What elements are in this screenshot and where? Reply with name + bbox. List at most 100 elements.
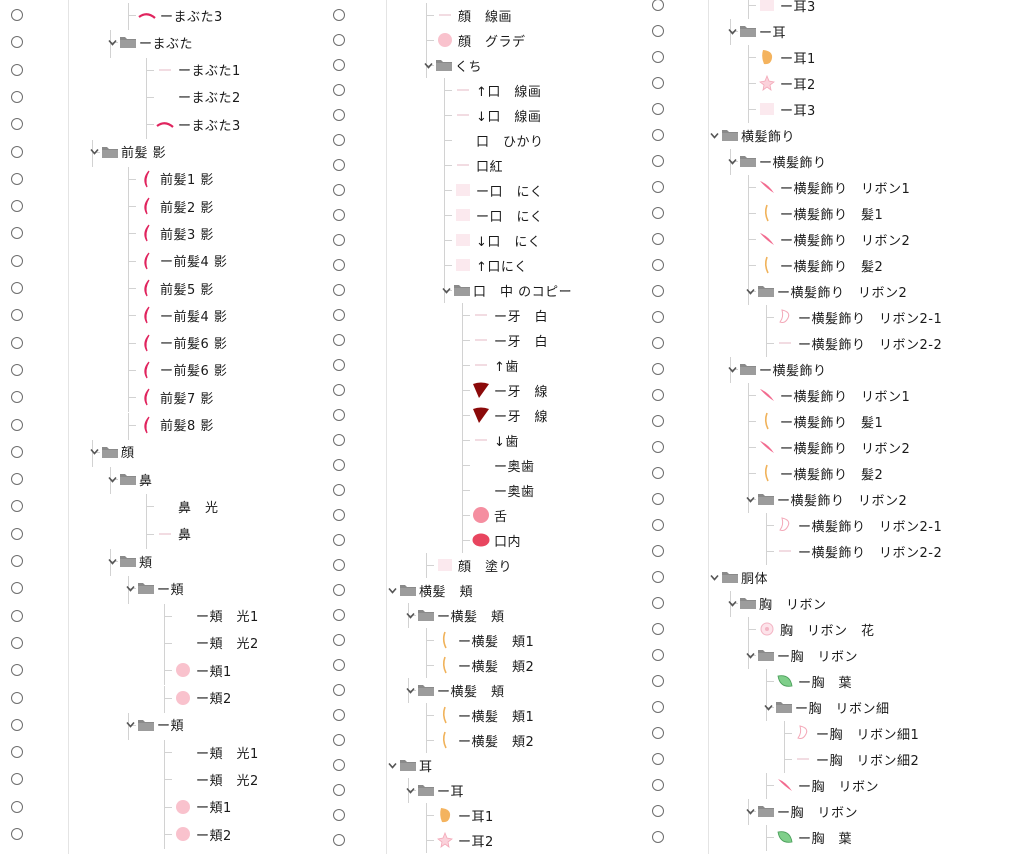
layer-visibility-toggle[interactable] bbox=[652, 389, 664, 401]
layer-visibility-toggle[interactable] bbox=[333, 834, 345, 846]
layer-item[interactable]: ー胸 リボン細1 bbox=[794, 721, 919, 745]
layer-visibility-toggle[interactable] bbox=[333, 259, 345, 271]
layer-item[interactable]: 顔 線画 bbox=[436, 3, 512, 27]
layer-visibility-toggle[interactable] bbox=[333, 709, 345, 721]
layer-item[interactable]: ー横髪 頬2 bbox=[436, 653, 534, 677]
layer-item[interactable]: 口紅 bbox=[454, 153, 503, 177]
layer-visibility-toggle[interactable] bbox=[333, 134, 345, 146]
layer-visibility-toggle[interactable] bbox=[11, 36, 23, 49]
layer-item[interactable]: ー耳2 bbox=[436, 828, 494, 852]
layer-visibility-toggle[interactable] bbox=[11, 718, 23, 731]
layer-visibility-toggle[interactable] bbox=[333, 559, 345, 571]
layer-visibility-toggle[interactable] bbox=[652, 597, 664, 609]
layer-folder[interactable]: ー胸 リボン bbox=[746, 643, 858, 667]
layer-item[interactable]: ーまぶた3 bbox=[156, 112, 241, 136]
chevron-down-icon[interactable] bbox=[126, 584, 135, 593]
layer-visibility-toggle[interactable] bbox=[652, 649, 664, 661]
layer-visibility-toggle[interactable] bbox=[652, 727, 664, 739]
layer-folder[interactable]: くち bbox=[424, 53, 482, 77]
chevron-down-icon[interactable] bbox=[710, 131, 719, 140]
chevron-down-icon[interactable] bbox=[728, 365, 737, 374]
layer-item[interactable]: ↑口にく bbox=[454, 253, 528, 277]
layer-item[interactable]: ー横髪飾り リボン2-1 bbox=[776, 513, 942, 537]
layer-item[interactable]: 前髪5 影 bbox=[138, 276, 214, 300]
layer-item[interactable]: 口内 bbox=[472, 528, 521, 552]
layer-visibility-toggle[interactable] bbox=[333, 584, 345, 596]
layer-folder[interactable]: 口 中 のコピー bbox=[442, 278, 572, 302]
layer-item[interactable]: ー胸 葉 bbox=[776, 669, 852, 693]
layer-item[interactable]: 顔 グラデ bbox=[436, 28, 526, 52]
chevron-down-icon[interactable] bbox=[728, 157, 737, 166]
layer-visibility-toggle[interactable] bbox=[652, 831, 664, 843]
layer-item[interactable]: 前髪1 影 bbox=[138, 167, 214, 191]
layer-visibility-toggle[interactable] bbox=[333, 659, 345, 671]
layer-item[interactable]: ー耳2 bbox=[758, 71, 816, 95]
layer-item[interactable]: 胸 リボン 花 bbox=[758, 617, 875, 641]
layer-visibility-toggle[interactable] bbox=[333, 534, 345, 546]
layer-visibility-toggle[interactable] bbox=[652, 77, 664, 89]
chevron-down-icon[interactable] bbox=[424, 61, 433, 70]
layer-visibility-toggle[interactable] bbox=[652, 571, 664, 583]
layer-visibility-toggle[interactable] bbox=[652, 441, 664, 453]
layer-item[interactable]: ー頬 光2 bbox=[174, 631, 259, 655]
layer-item[interactable]: ー横髪飾り リボン2-2 bbox=[776, 539, 942, 563]
layer-visibility-toggle[interactable] bbox=[652, 155, 664, 167]
layer-visibility-toggle[interactable] bbox=[11, 555, 23, 567]
layer-item[interactable]: ー牙 線 bbox=[472, 378, 548, 402]
layer-visibility-toggle[interactable] bbox=[652, 623, 664, 635]
layer-folder[interactable]: 横髪 頬 bbox=[388, 578, 473, 602]
layer-visibility-toggle[interactable] bbox=[11, 418, 23, 431]
layer-visibility-toggle[interactable] bbox=[333, 459, 345, 471]
layer-visibility-toggle[interactable] bbox=[652, 779, 664, 791]
layer-visibility-toggle[interactable] bbox=[333, 384, 345, 396]
chevron-down-icon[interactable] bbox=[126, 720, 135, 729]
layer-item[interactable]: ー横髪飾り リボン2-1 bbox=[776, 305, 942, 329]
layer-folder[interactable]: ー横髪飾り bbox=[728, 357, 827, 381]
layer-item[interactable]: ー横髪飾り リボン1 bbox=[758, 383, 910, 407]
layer-visibility-toggle[interactable] bbox=[11, 172, 23, 185]
layer-item[interactable]: ↑口 線画 bbox=[454, 78, 541, 102]
layer-visibility-toggle[interactable] bbox=[652, 285, 664, 297]
layer-visibility-toggle[interactable] bbox=[11, 227, 23, 240]
layer-visibility-toggle[interactable] bbox=[333, 234, 345, 246]
layer-item[interactable]: ーまぶた3 bbox=[138, 3, 223, 27]
layer-item[interactable]: ー頬 光1 bbox=[174, 740, 259, 764]
layer-item[interactable]: ー耳1 bbox=[436, 803, 494, 827]
layer-folder[interactable]: ー耳 bbox=[406, 778, 464, 802]
layer-visibility-toggle[interactable] bbox=[333, 109, 345, 121]
chevron-down-icon[interactable] bbox=[746, 287, 755, 296]
layer-visibility-toggle[interactable] bbox=[652, 25, 664, 37]
layer-item[interactable]: ー横髪飾り 髪2 bbox=[758, 253, 883, 277]
layer-folder[interactable]: ー横髪 頬 bbox=[406, 678, 505, 702]
layer-visibility-toggle[interactable] bbox=[652, 337, 664, 349]
layer-visibility-toggle[interactable] bbox=[652, 207, 664, 219]
layer-item[interactable]: ー前髪6 影 bbox=[138, 331, 227, 355]
layer-visibility-toggle[interactable] bbox=[652, 259, 664, 271]
layer-visibility-toggle[interactable] bbox=[652, 233, 664, 245]
layer-item[interactable]: ー耳3 bbox=[758, 97, 816, 121]
layer-folder[interactable]: ー頬 bbox=[126, 713, 184, 737]
layer-visibility-toggle[interactable] bbox=[652, 519, 664, 531]
layer-item[interactable]: ー前髪4 影 bbox=[138, 303, 227, 327]
layer-folder[interactable]: 耳 bbox=[388, 753, 433, 777]
layer-item[interactable]: ー奥歯 bbox=[472, 478, 535, 502]
layer-item[interactable]: ー牙 白 bbox=[472, 328, 548, 352]
layer-visibility-toggle[interactable] bbox=[333, 59, 345, 71]
layer-visibility-toggle[interactable] bbox=[11, 445, 23, 458]
layer-visibility-toggle[interactable] bbox=[333, 284, 345, 296]
layer-visibility-toggle[interactable] bbox=[11, 664, 23, 677]
layer-folder[interactable]: 顔 bbox=[90, 440, 135, 464]
chevron-down-icon[interactable] bbox=[746, 495, 755, 504]
layer-visibility-toggle[interactable] bbox=[11, 9, 23, 21]
layer-visibility-toggle[interactable] bbox=[333, 9, 345, 21]
layer-item[interactable]: ↓歯 bbox=[472, 428, 519, 452]
layer-folder[interactable]: ーまぶた bbox=[108, 30, 193, 54]
layer-item[interactable]: ↑歯 bbox=[472, 353, 519, 377]
layer-item[interactable]: ー胸 葉 bbox=[776, 825, 852, 849]
layer-visibility-toggle[interactable] bbox=[11, 363, 23, 376]
layer-folder[interactable]: ー横髪飾り リボン2 bbox=[746, 487, 907, 511]
layer-visibility-toggle[interactable] bbox=[333, 334, 345, 346]
layer-item[interactable]: 舌 bbox=[472, 503, 508, 527]
layer-item[interactable]: ー牙 白 bbox=[472, 303, 548, 327]
layer-item[interactable]: ー耳1 bbox=[758, 45, 816, 69]
